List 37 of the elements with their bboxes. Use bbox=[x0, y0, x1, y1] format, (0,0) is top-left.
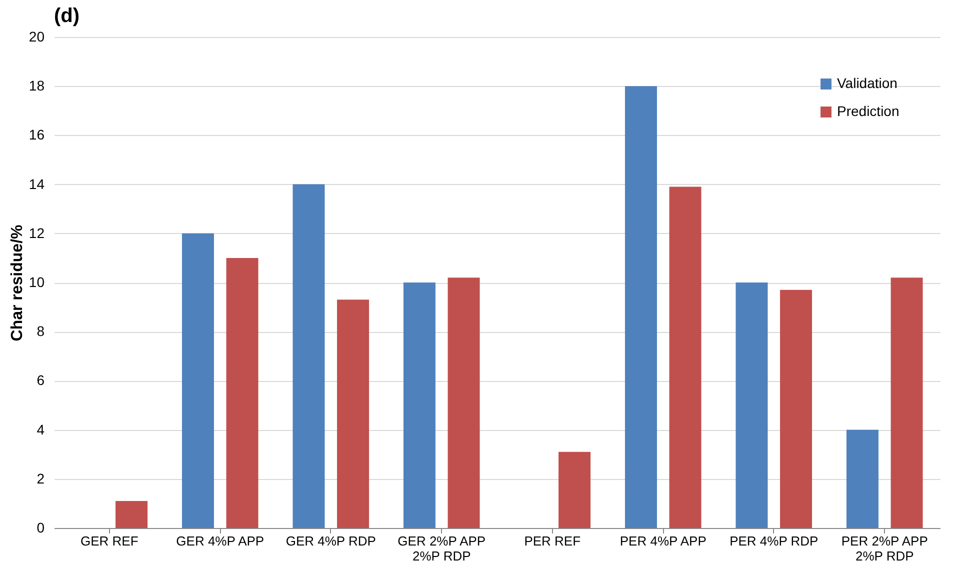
bar bbox=[624, 86, 657, 528]
chart-title: (d) bbox=[54, 5, 80, 27]
x-tick-label: PER 4%P APP bbox=[620, 534, 706, 548]
y-tick-label: 8 bbox=[36, 323, 45, 340]
x-tick-label: GER 4%P RDP bbox=[286, 534, 376, 548]
x-tick-label: GER 2%P APP 2%P RDP bbox=[398, 534, 486, 564]
bar bbox=[337, 300, 370, 528]
x-tick-label: PER REF bbox=[524, 534, 581, 548]
y-tick-label: 0 bbox=[36, 520, 45, 536]
bar bbox=[780, 290, 812, 528]
x-tick-label: GER REF bbox=[80, 534, 138, 548]
bar bbox=[558, 452, 591, 528]
bar bbox=[890, 278, 923, 528]
y-tick-label: 2 bbox=[36, 470, 45, 486]
bar bbox=[403, 282, 436, 528]
bar bbox=[669, 186, 702, 528]
y-tick-label: 20 bbox=[28, 28, 45, 44]
y-tick-label: 10 bbox=[28, 274, 45, 290]
bar bbox=[292, 184, 325, 528]
y-axis-title: Char residue/% bbox=[8, 224, 26, 342]
bar bbox=[226, 258, 258, 528]
legend-label: Validation bbox=[837, 75, 898, 91]
x-tick-label: PER 4%P RDP bbox=[730, 534, 818, 548]
legend-label: Prediction bbox=[837, 103, 900, 119]
y-tick-label: 12 bbox=[28, 224, 45, 241]
y-tick-label: 18 bbox=[28, 78, 45, 94]
bar bbox=[182, 233, 214, 528]
x-tick-label: GER 4%P APP bbox=[176, 534, 264, 548]
y-tick-label: 14 bbox=[28, 176, 45, 192]
bar bbox=[736, 282, 768, 528]
bar bbox=[116, 500, 148, 528]
bar bbox=[846, 430, 878, 528]
x-tick-label: PER 2%P APP 2%P RDP bbox=[841, 534, 928, 564]
y-tick-label: 16 bbox=[28, 126, 45, 143]
y-tick-label: 6 bbox=[36, 372, 45, 388]
bar bbox=[448, 278, 480, 528]
y-tick-label: 4 bbox=[36, 421, 45, 438]
